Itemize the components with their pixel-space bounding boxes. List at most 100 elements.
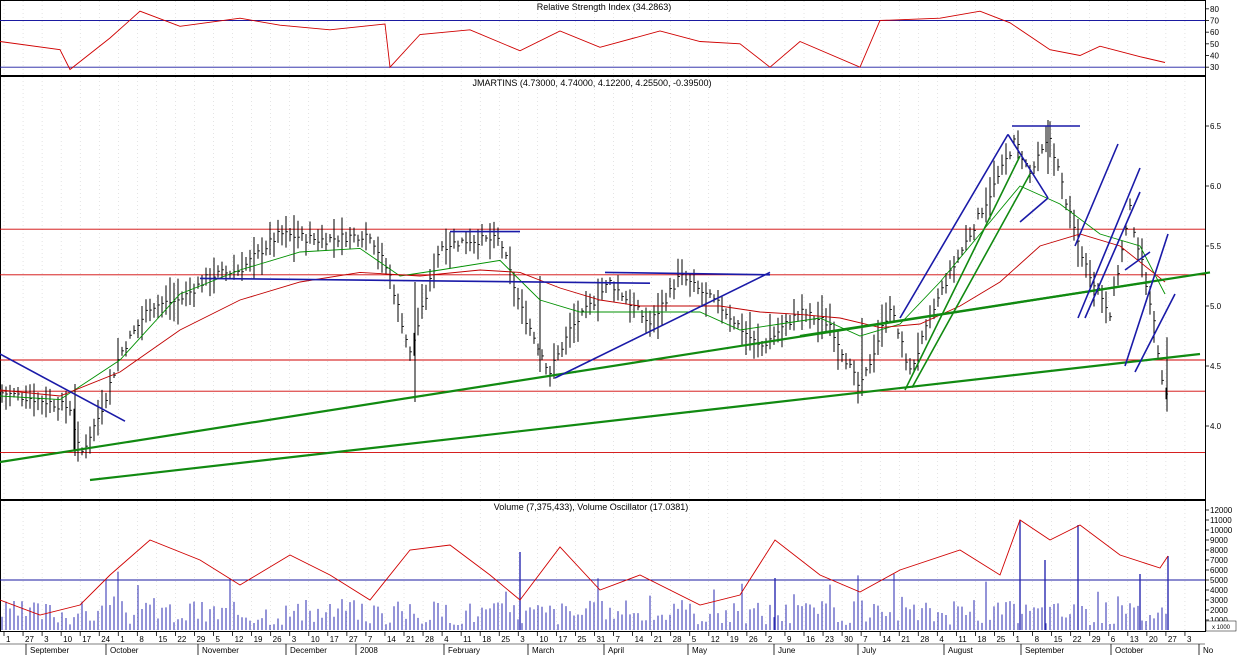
date-tick-label: 4: [939, 635, 944, 644]
volume-tick-label: 1000: [1210, 616, 1228, 625]
month-label: May: [692, 646, 707, 655]
date-tick-label: 25: [501, 635, 510, 644]
month-label: April: [608, 646, 624, 655]
date-tick-label: 7: [863, 635, 868, 644]
month-label: October: [110, 646, 139, 655]
price-panel: [0, 120, 1205, 462]
volume-unit-label: x 1000: [1212, 625, 1231, 631]
date-tick-label: 11: [463, 635, 472, 644]
date-tick-label: 28: [920, 635, 929, 644]
date-tick-label: 5: [692, 635, 697, 644]
green-channel-line: [904, 155, 1021, 391]
date-tick-label: 10: [311, 635, 320, 644]
volume-tick-label: 4000: [1210, 586, 1228, 595]
date-tick-label: 19: [254, 635, 263, 644]
green-channel-line: [911, 173, 1031, 388]
blue-trendline: [1134, 293, 1176, 373]
date-tick-label: 19: [730, 635, 739, 644]
date-tick-label: 11: [958, 635, 967, 644]
date-tick-label: 3: [520, 635, 525, 644]
long-moving-average-line: [0, 233, 1166, 397]
date-tick-label: 17: [330, 635, 339, 644]
date-tick-label: 18: [482, 635, 491, 644]
rsi-tick-label: 80: [1210, 5, 1219, 14]
price-tick-label: 6.5: [1210, 122, 1222, 131]
blue-trendline: [0, 353, 126, 422]
volume-panel-title: Volume (7,375,433), Volume Oscillator (1…: [494, 502, 689, 512]
date-tick-label: 25: [996, 635, 1005, 644]
date-tick-label: 15: [1054, 635, 1063, 644]
month-label: July: [862, 646, 876, 655]
date-tick-label: 29: [1092, 635, 1101, 644]
volume-tick-label: 7000: [1210, 556, 1228, 565]
date-tick-label: 14: [387, 635, 396, 644]
rsi-tick-label: 30: [1210, 63, 1219, 72]
volume-tick-label: 8000: [1210, 546, 1228, 555]
date-tick-label: 7: [616, 635, 621, 644]
price-tick-label: 4.5: [1210, 362, 1222, 371]
price-tick-label: 5.5: [1210, 242, 1222, 251]
volume-oscillator-line: [0, 519, 1169, 616]
date-tick-label: 13: [1130, 635, 1139, 644]
date-tick-label: 8: [139, 635, 144, 644]
month-label: December: [290, 646, 327, 655]
trendlines: [0, 125, 1211, 482]
date-tick-label: 24: [101, 635, 110, 644]
date-tick-label: 10: [63, 635, 72, 644]
date-tick-label: 28: [425, 635, 434, 644]
date-tick-label: 4: [444, 635, 449, 644]
date-tick-label: 6: [1111, 635, 1116, 644]
date-tick-label: 27: [25, 635, 34, 644]
date-tick-label: 26: [273, 635, 282, 644]
rsi-panel-frame: [0, 0, 1206, 76]
blue-trendline: [899, 133, 1009, 319]
date-tick-label: 14: [882, 635, 891, 644]
rsi-tick-label: 70: [1210, 17, 1219, 26]
month-label: February: [448, 646, 480, 655]
date-tick-label: 14: [635, 635, 644, 644]
rsi-line: [0, 10, 1166, 71]
price-tick-label: 5.0: [1210, 302, 1222, 311]
date-tick-label: 30: [844, 635, 853, 644]
blue-trendline: [604, 271, 771, 276]
month-label: October: [1115, 646, 1144, 655]
price-panel-frame: [0, 76, 1206, 500]
month-label: November: [202, 646, 239, 655]
blue-trendline: [199, 277, 651, 284]
date-tick-label: 17: [558, 635, 567, 644]
volume-panel: [0, 519, 1205, 630]
date-tick-label: 9: [787, 635, 792, 644]
blue-trendline: [1077, 167, 1141, 319]
volume-tick-label: 10000: [1210, 526, 1233, 535]
date-tick-label: 7: [368, 635, 373, 644]
date-tick-label: 29: [196, 635, 205, 644]
panel-frames: [0, 0, 1206, 632]
right-price-axes: 30 40 50 60 70 80 4.0 4.5 5.0 5.5 6.0 6.5 1000200030…: [1205, 5, 1233, 625]
month-label: No: [1203, 646, 1214, 655]
blue-trendline: [1084, 191, 1141, 319]
month-label: September: [30, 646, 69, 655]
volume-unit-badge: x 1000: [1205, 620, 1237, 632]
date-tick-label: 1: [120, 635, 125, 644]
volume-tick-label: 3000: [1210, 596, 1228, 605]
rsi-tick-label: 50: [1210, 40, 1219, 49]
date-tick-label: 26: [749, 635, 758, 644]
date-tick-label: 10: [539, 635, 548, 644]
date-tick-label: 3: [44, 635, 49, 644]
rsi-panel-title: Relative Strength Index (34.2863): [537, 2, 672, 12]
blue-trendline: [1124, 251, 1151, 271]
date-tick-label: 8: [1035, 635, 1040, 644]
date-tick-label: 27: [349, 635, 358, 644]
green-trendline: [89, 352, 1201, 482]
volume-tick-label: 6000: [1210, 566, 1228, 575]
date-tick-label: 12: [235, 635, 244, 644]
date-tick-label: 31: [596, 635, 605, 644]
date-tick-label: 1: [6, 635, 11, 644]
volume-tick-label: 9000: [1210, 536, 1228, 545]
date-tick-label: 28: [673, 635, 682, 644]
price-panel-title: JMARTINS (4.73000, 4.74000, 4.12200, 4.2…: [473, 78, 712, 88]
volume-tick-label: 11000: [1210, 516, 1232, 525]
rsi-tick-label: 40: [1210, 52, 1219, 61]
blue-trendline: [1074, 143, 1119, 247]
